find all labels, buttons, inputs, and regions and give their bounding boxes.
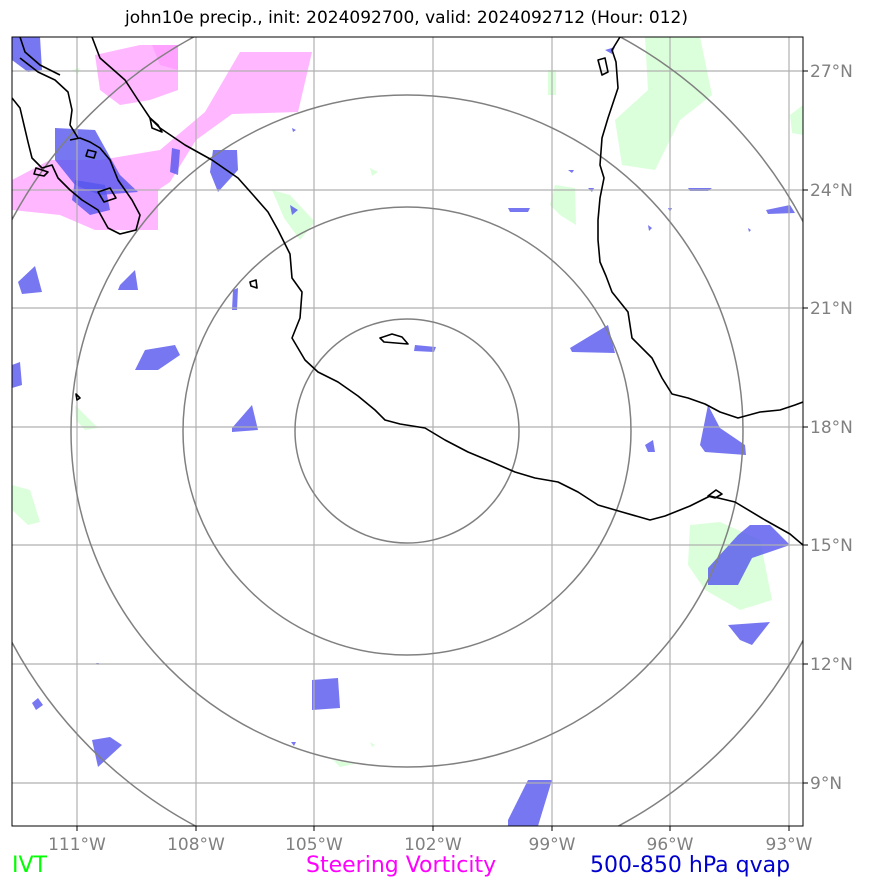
plot-frame [11,36,804,827]
legend-vorticity: Steering Vorticity [306,853,497,878]
map-title: john10e precip., init: 2024092700, valid… [125,8,688,28]
lat-tick-label: 21°N [810,299,853,319]
qvap-regions [12,37,795,826]
legend-ivt: IVT [12,853,47,878]
lat-tick-label: 15°N [810,536,853,556]
lon-tick-label: 111°W [48,835,106,855]
range-ring-1 [294,318,520,544]
range-rings [12,37,803,826]
lat-tick-labels: 27°N 24°N 21°N 18°N 15°N 12°N 9°N [810,62,853,794]
lon-tick-label: 102°W [404,835,462,855]
lon-tick-label: 96°W [647,835,694,855]
graticule [12,37,803,826]
range-ring-3 [70,94,744,768]
lat-tick-label: 12°N [810,655,853,675]
lat-tick-label: 24°N [810,181,853,201]
lat-tick-label: 27°N [810,62,853,82]
axis-ticks [76,70,808,831]
lon-tick-label: 105°W [285,835,343,855]
coastlines [12,37,803,546]
lon-tick-label: 108°W [167,835,225,855]
lon-tick-label: 99°W [529,835,576,855]
legend-qvap: 500-850 hPa qvap [590,853,791,878]
lat-tick-label: 9°N [810,774,842,794]
lon-tick-labels: 111°W 108°W 105°W 102°W 99°W 96°W 93°W [48,835,813,855]
lon-tick-label: 93°W [766,835,813,855]
range-ring-2 [182,206,632,656]
lat-tick-label: 18°N [810,418,853,438]
ivt-regions [12,37,803,767]
